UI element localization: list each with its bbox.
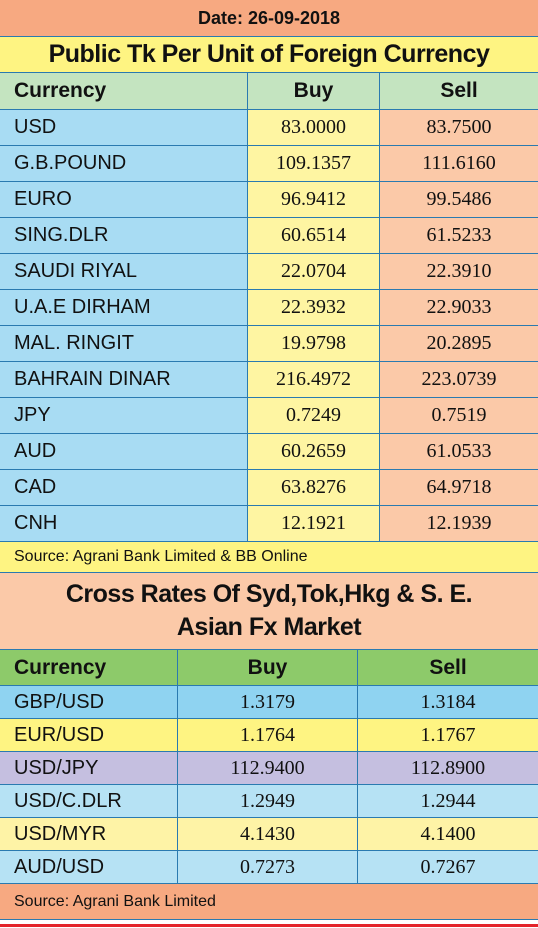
cell-sell: 1.3184 xyxy=(420,690,476,713)
table-row: MAL. RINGIT 19.9798 20.2895 xyxy=(0,326,538,362)
table2-header-row: Currency Buy Sell xyxy=(0,650,538,686)
table2-header-sell: Sell xyxy=(429,655,467,679)
cell-sell: 22.3910 xyxy=(380,254,538,289)
cell-currency: BAHRAIN DINAR xyxy=(0,362,248,397)
table1-header-sell: Sell xyxy=(380,73,538,109)
cell-currency: USD xyxy=(0,110,248,145)
table-row: USD/C.DLR 1.2949 1.2944 xyxy=(0,785,538,818)
table-row: GBP/USD 1.3179 1.3184 xyxy=(0,686,538,719)
table2-title-row: Cross Rates Of Syd,Tok,Hkg & S. E. Asian… xyxy=(0,573,538,650)
table2-source: Source: Agrani Bank Limited xyxy=(0,884,538,919)
table-row: USD 83.0000 83.7500 xyxy=(0,110,538,146)
cell-buy: 0.7249 xyxy=(248,398,380,433)
table-row: G.B.POUND 109.1357 111.6160 xyxy=(0,146,538,182)
cell-buy: 22.0704 xyxy=(248,254,380,289)
date-bar-row: Date: 26-09-2018 xyxy=(0,0,538,37)
date-label: Date: 26-09-2018 xyxy=(0,0,538,36)
table-row: EURO 96.9412 99.5486 xyxy=(0,182,538,218)
cell-sell: 83.7500 xyxy=(380,110,538,145)
cell-buy: 4.1430 xyxy=(178,818,358,850)
cell-buy: 112.9400 xyxy=(178,752,358,784)
cell-sell: 111.6160 xyxy=(380,146,538,181)
cell-currency: USD/MYR xyxy=(0,818,178,850)
table-row: SING.DLR 60.6514 61.5233 xyxy=(0,218,538,254)
table2-title-line2: Asian Fx Market xyxy=(176,613,362,641)
table2-header-buy: Buy xyxy=(178,650,358,685)
cell-buy: 216.4972 xyxy=(248,362,380,397)
cell-buy: 1.2949 xyxy=(178,785,358,817)
table2-title-line1: Cross Rates Of Syd,Tok,Hkg & S. E. xyxy=(65,580,473,608)
table-row: CNH 12.1921 12.1939 xyxy=(0,506,538,542)
table1-header-buy: Buy xyxy=(248,73,380,109)
cell-currency: AUD/USD xyxy=(0,851,178,883)
table-row: SAUDI RIYAL 22.0704 22.3910 xyxy=(0,254,538,290)
cell-buy: 83.0000 xyxy=(248,110,380,145)
table2-source-row: Source: Agrani Bank Limited xyxy=(0,884,538,920)
table-row: USD/JPY 112.9400 112.8900 xyxy=(0,752,538,785)
cell-buy: 63.8276 xyxy=(248,470,380,505)
cell-currency: CAD xyxy=(0,470,248,505)
cell-currency: AUD xyxy=(0,434,248,469)
cell-currency: USD/C.DLR xyxy=(0,785,178,817)
cell-currency: CNH xyxy=(0,506,248,541)
cell-sell: 1.1767 xyxy=(420,723,476,746)
cell-sell: 61.5233 xyxy=(380,218,538,253)
cell-buy: 60.2659 xyxy=(248,434,380,469)
table-row: AUD/USD 0.7273 0.7267 xyxy=(0,851,538,884)
table1-title: Public Tk Per Unit of Foreign Currency xyxy=(0,37,538,72)
cell-sell: 0.7519 xyxy=(380,398,538,433)
cell-currency: USD/JPY xyxy=(0,752,178,784)
table1-title-row: Public Tk Per Unit of Foreign Currency xyxy=(0,37,538,73)
cell-buy: 109.1357 xyxy=(248,146,380,181)
table2-title: Cross Rates Of Syd,Tok,Hkg & S. E. Asian… xyxy=(0,573,538,649)
cell-sell: 112.8900 xyxy=(410,756,486,779)
table-row: AUD 60.2659 61.0533 xyxy=(0,434,538,470)
table-row: EUR/USD 1.1764 1.1767 xyxy=(0,719,538,752)
public-tk-rate-table: Currency Buy Sell USD 83.0000 83.7500 G.B.P… xyxy=(0,73,538,542)
table1-source: Source: Agrani Bank Limited & BB Online xyxy=(0,542,538,572)
cell-currency: GBP/USD xyxy=(0,686,178,718)
cell-currency: SING.DLR xyxy=(0,218,248,253)
bottom-rule xyxy=(0,924,538,927)
cell-currency: EUR/USD xyxy=(0,719,178,751)
table-row: JPY 0.7249 0.7519 xyxy=(0,398,538,434)
cell-currency: JPY xyxy=(0,398,248,433)
cell-sell: 0.7267 xyxy=(420,855,476,878)
table-row: CAD 63.8276 64.9718 xyxy=(0,470,538,506)
cell-currency: G.B.POUND xyxy=(0,146,248,181)
cell-buy: 19.9798 xyxy=(248,326,380,361)
table1-body: USD 83.0000 83.7500 G.B.POUND 109.1357 111.61… xyxy=(0,110,538,542)
table1-source-row: Source: Agrani Bank Limited & BB Online xyxy=(0,542,538,573)
table-row: BAHRAIN DINAR 216.4972 223.0739 xyxy=(0,362,538,398)
cell-sell: 99.5486 xyxy=(380,182,538,217)
table-row: U.A.E DIRHAM 22.3932 22.9033 xyxy=(0,290,538,326)
cell-buy: 12.1921 xyxy=(248,506,380,541)
cell-sell: 223.0739 xyxy=(380,362,538,397)
cell-buy: 1.3179 xyxy=(178,686,358,718)
cell-buy: 96.9412 xyxy=(248,182,380,217)
cell-buy: 1.1764 xyxy=(178,719,358,751)
cell-buy: 22.3932 xyxy=(248,290,380,325)
cell-currency: SAUDI RIYAL xyxy=(0,254,248,289)
cell-currency: U.A.E DIRHAM xyxy=(0,290,248,325)
cell-buy: 0.7273 xyxy=(178,851,358,883)
cell-sell: 22.9033 xyxy=(380,290,538,325)
cell-sell: 4.1400 xyxy=(420,822,476,845)
table-row: USD/MYR 4.1430 4.1400 xyxy=(0,818,538,851)
cell-sell: 1.2944 xyxy=(420,789,476,812)
table1-header-currency: Currency xyxy=(0,73,248,109)
cell-buy: 60.6514 xyxy=(248,218,380,253)
table2-header-currency: Currency xyxy=(0,650,178,685)
cell-currency: MAL. RINGIT xyxy=(0,326,248,361)
cell-sell: 64.9718 xyxy=(380,470,538,505)
cell-sell: 20.2895 xyxy=(380,326,538,361)
cell-sell: 12.1939 xyxy=(380,506,538,541)
cross-rate-table: Currency Buy Sell GBP/USD 1.3179 1.3184 EUR… xyxy=(0,650,538,884)
table1-header-row: Currency Buy Sell xyxy=(0,73,538,110)
cell-sell: 61.0533 xyxy=(380,434,538,469)
cell-currency: EURO xyxy=(0,182,248,217)
table2-body: GBP/USD 1.3179 1.3184 EUR/USD 1.1764 1.1767 US… xyxy=(0,686,538,884)
